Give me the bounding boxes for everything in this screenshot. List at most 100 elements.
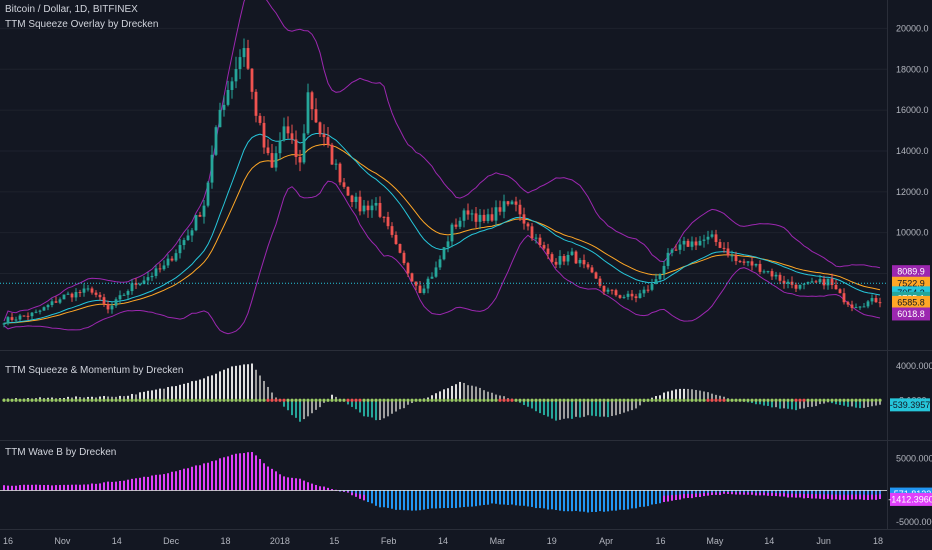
squeeze-dot (586, 398, 590, 402)
momentum-bar (855, 400, 857, 408)
wave-bar (855, 490, 857, 500)
wave-bar (491, 490, 493, 504)
momentum-bar (823, 400, 825, 404)
wave-blue-bar (811, 490, 813, 495)
momentum-bar (139, 392, 141, 401)
candle-body (702, 239, 706, 241)
squeeze-dot (2, 398, 6, 402)
squeeze-dot (118, 398, 122, 402)
wave-bar (775, 490, 777, 497)
momentum-bar (595, 400, 597, 417)
squeeze-dot (390, 398, 394, 402)
squeeze-dot (802, 398, 806, 402)
candle-body (194, 214, 198, 231)
wave-bar (423, 490, 425, 510)
candle-body (762, 271, 766, 273)
time-tick-label: 19 (547, 536, 557, 546)
candle-body (582, 259, 586, 265)
wave-bar (431, 490, 433, 509)
wave-bar (575, 490, 577, 511)
wave-bar (119, 481, 121, 491)
wave-blue-bar (863, 490, 865, 495)
candle-body (870, 298, 874, 302)
candle-body (690, 241, 694, 247)
candle-body (778, 274, 782, 281)
wave-blue-bar (875, 490, 877, 495)
wave-bar (627, 490, 629, 510)
squeeze-dot (718, 398, 722, 402)
squeeze-dot (34, 398, 38, 402)
squeeze-dot (226, 398, 230, 402)
momentum-bar (407, 400, 409, 405)
candle-body (230, 81, 234, 90)
squeeze-dot (318, 398, 322, 402)
squeeze-dot (554, 398, 558, 402)
wave-bar (219, 458, 221, 491)
wave-blue-bar (695, 490, 697, 494)
candle-body (630, 293, 634, 297)
wave-bar (227, 456, 229, 491)
momentum-bar (107, 396, 109, 401)
wave-bar (323, 486, 325, 491)
momentum-bar (467, 385, 469, 401)
wave-blue-bar (831, 490, 833, 495)
squeeze-dot (210, 398, 214, 402)
squeeze-dot (342, 398, 346, 402)
wave-blue-bar (683, 490, 685, 494)
candle-body (50, 301, 54, 306)
momentum-bar (487, 391, 489, 401)
wave-bar (143, 476, 145, 491)
wave-blue-bar (855, 490, 857, 495)
momentum-bar (627, 400, 629, 412)
candle-body (374, 202, 378, 206)
squeeze-dot (778, 398, 782, 402)
squeeze-dot (282, 398, 286, 402)
candle-body (310, 92, 314, 110)
momentum-bar (675, 389, 677, 401)
candle-body (42, 307, 46, 311)
squeeze-dot (646, 398, 650, 402)
candle-body (294, 139, 298, 158)
candle-body (594, 272, 598, 279)
wave-blue-bar (363, 490, 365, 495)
wave-bar (543, 490, 545, 509)
wave-bar (403, 490, 405, 511)
candle-body (822, 279, 826, 286)
momentum-bar (171, 386, 173, 401)
candle-body (58, 299, 62, 303)
momentum-bar (787, 400, 789, 409)
wave-bar (139, 477, 141, 491)
wave-bar (135, 478, 137, 491)
momentum-bar (347, 400, 349, 405)
wave-bar (63, 484, 65, 491)
squeeze-dot (238, 398, 242, 402)
candle-body (446, 241, 450, 248)
ema-teal-line (3, 133, 881, 324)
wave-blue-bar (859, 490, 861, 495)
wave-bar (107, 481, 109, 491)
wave-bar (523, 490, 525, 506)
squeeze-dot (510, 398, 514, 402)
momentum-bar (835, 400, 837, 405)
squeeze-dot (686, 398, 690, 402)
candle-body (806, 282, 810, 284)
squeeze-dot (602, 398, 606, 402)
price-tag (892, 307, 930, 321)
squeeze-dot (258, 398, 262, 402)
momentum-bar (127, 395, 129, 401)
momentum-bar (535, 400, 537, 412)
wave-bar (815, 490, 817, 499)
candle-body (350, 195, 354, 202)
price-tag (892, 295, 930, 309)
momentum-bar (867, 400, 869, 408)
momentum-bar (91, 396, 93, 401)
wave-blue-bar (839, 490, 841, 495)
candle-body (738, 261, 742, 263)
wave-bar (95, 483, 97, 491)
squeeze-dot (558, 398, 562, 402)
squeeze-dot (442, 398, 446, 402)
squeeze-dot (702, 398, 706, 402)
candle-body (2, 323, 6, 325)
squeeze-dot (858, 398, 862, 402)
